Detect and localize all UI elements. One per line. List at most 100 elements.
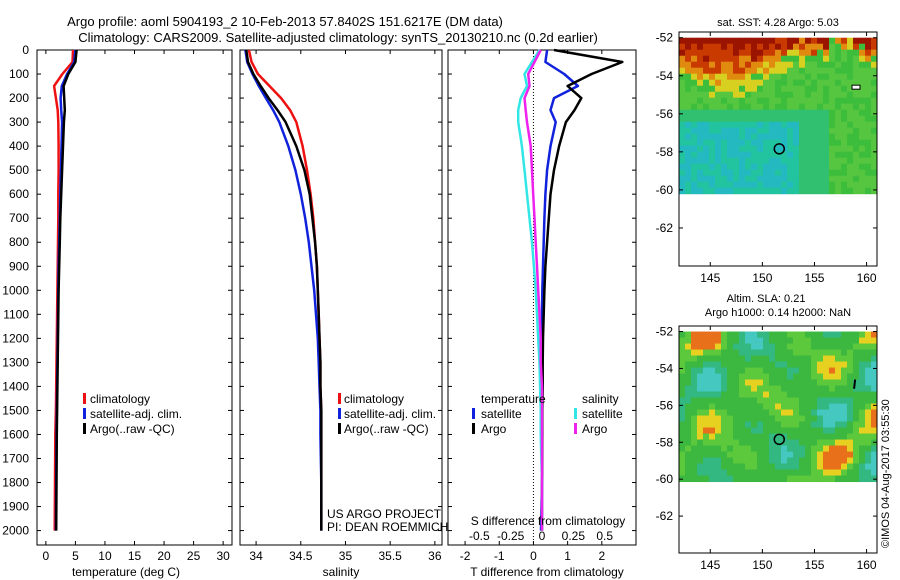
map-cell <box>823 409 830 417</box>
map-cell <box>709 457 716 465</box>
map-cell <box>679 163 686 171</box>
map-cell <box>823 97 830 105</box>
map-cell <box>817 391 824 399</box>
map-cell <box>733 463 740 471</box>
map-cell <box>847 67 854 75</box>
map-cell <box>733 181 740 189</box>
map-cell <box>799 367 806 375</box>
map-cell <box>847 79 854 87</box>
map-cell <box>739 139 746 147</box>
map-cell <box>709 373 716 381</box>
map-cell <box>847 457 854 465</box>
map-cell <box>691 91 698 99</box>
map-cell <box>733 79 740 87</box>
map-cell <box>739 103 746 111</box>
map-cell <box>847 421 854 429</box>
map-cell <box>763 451 770 459</box>
map-cell <box>763 145 770 153</box>
map-cell <box>781 451 788 459</box>
map-cell <box>709 91 716 99</box>
map-cell <box>799 109 806 117</box>
map-cell <box>799 409 806 417</box>
map-cell <box>757 43 764 51</box>
map-cell <box>811 463 818 471</box>
map-cell <box>853 475 860 483</box>
map-cell <box>715 37 722 45</box>
map-cell <box>829 457 836 465</box>
map-cell <box>721 355 728 363</box>
salinity-panel-frame <box>239 49 443 546</box>
map-cell <box>793 343 800 351</box>
map-cell <box>817 457 824 465</box>
map-cell <box>811 451 818 459</box>
map-cell <box>697 85 704 93</box>
map-cell <box>817 145 824 153</box>
map-cell <box>805 397 812 405</box>
map-cell <box>865 469 872 477</box>
map-cell <box>859 145 866 153</box>
map-cell <box>871 469 878 477</box>
map-cell <box>727 121 734 129</box>
map-cell <box>835 157 842 165</box>
map-cell <box>703 409 710 417</box>
lat-tick-label: -54 <box>656 361 674 375</box>
map-cell <box>691 67 698 75</box>
map-cell <box>691 409 698 417</box>
map-cell <box>787 97 794 105</box>
map-cell <box>853 145 860 153</box>
map-cell <box>841 85 848 93</box>
map-cell <box>865 133 872 141</box>
map-cell <box>757 391 764 399</box>
map-cell <box>829 163 836 171</box>
map-cell <box>697 67 704 75</box>
map-cell <box>811 115 818 123</box>
map-cell <box>769 169 776 177</box>
map-cell <box>769 469 776 477</box>
map-cell <box>859 385 866 393</box>
map-cell <box>757 457 764 465</box>
map-cell <box>835 109 842 117</box>
map-cell <box>847 349 854 357</box>
map-cell <box>763 37 770 45</box>
map-cell <box>745 97 752 105</box>
map-cell <box>697 133 704 141</box>
map-cell <box>727 79 734 87</box>
map-cell <box>769 103 776 111</box>
map-cell <box>871 439 878 447</box>
map-cell <box>769 355 776 363</box>
map-cell <box>835 175 842 183</box>
map-cell <box>775 151 782 159</box>
map-cell <box>841 49 848 57</box>
map-cell <box>847 103 854 111</box>
map-cell <box>769 133 776 141</box>
map-cell <box>871 361 878 369</box>
map-cell <box>745 469 752 477</box>
map-cell <box>739 331 746 339</box>
map-cell <box>727 421 734 429</box>
map-cell <box>703 55 710 63</box>
map-cell <box>829 55 836 63</box>
map-cell <box>739 427 746 435</box>
s-tick-label: -0.25 <box>497 529 525 543</box>
map-cell <box>739 115 746 123</box>
map-cell <box>727 331 734 339</box>
map-cell <box>715 187 722 195</box>
map-cell <box>811 145 818 153</box>
map-cell <box>859 457 866 465</box>
map-cell <box>679 391 686 399</box>
map-cell <box>733 139 740 147</box>
map-cell <box>871 451 878 459</box>
map-cell <box>805 85 812 93</box>
map-cell <box>769 151 776 159</box>
map-cell <box>763 331 770 339</box>
sla-map-title-line1: Altim. SLA: 0.21 <box>727 293 806 305</box>
map-cell <box>733 367 740 375</box>
map-cell <box>733 115 740 123</box>
map-cell <box>775 91 782 99</box>
map-cell <box>841 361 848 369</box>
map-cell <box>703 367 710 375</box>
map-cell <box>865 43 872 51</box>
map-cell <box>823 187 830 195</box>
map-cell <box>829 385 836 393</box>
map-cell <box>679 109 686 117</box>
